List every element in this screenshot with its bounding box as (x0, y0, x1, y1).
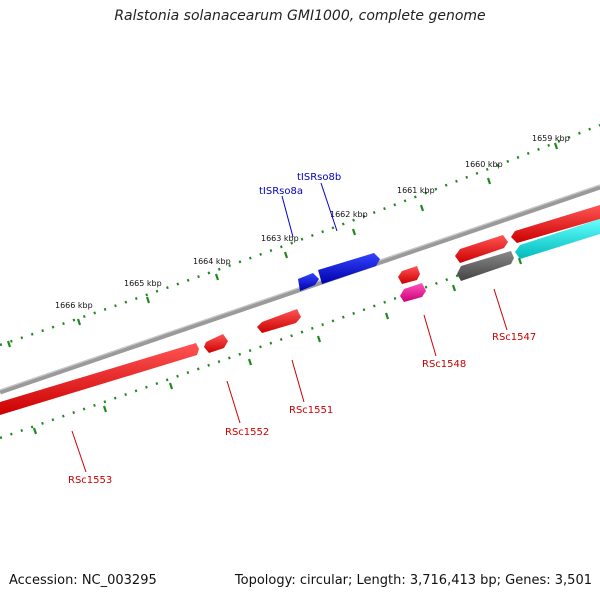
feature-RSc1552[interactable] (204, 334, 228, 353)
feature-RSc1551[interactable] (257, 309, 301, 333)
label-RSc1551: RSc1551 (289, 405, 333, 416)
ruler-label-1661: 1661 kbp (397, 186, 435, 195)
callout-lines (71, 182, 508, 473)
label-RSc1552: RSc1552 (225, 427, 269, 438)
label-RSc1548: RSc1548 (422, 359, 466, 370)
label-tISRso8a: tISRso8a (259, 186, 303, 197)
feature-tISRso8b[interactable] (318, 253, 380, 284)
feature-gray[interactable] (457, 251, 514, 281)
ruler-label-1660: 1660 kbp (465, 160, 503, 169)
label-RSc1547: RSc1547 (492, 332, 536, 343)
feature-tISRso8a[interactable] (298, 273, 319, 291)
ruler-track-outer (0, 123, 600, 347)
feature-RSc1548[interactable] (398, 266, 420, 284)
ruler-label-1662: 1662 kbp (330, 210, 368, 219)
map-title: Ralstonia solanacearum GMI1000, complete… (114, 8, 486, 24)
label-tISRso8b: tISRso8b (297, 172, 341, 183)
feature-red-right[interactable] (511, 205, 600, 243)
ruler-major-ticks (6, 142, 559, 348)
ruler-label-1666: 1666 kbp (55, 301, 93, 310)
ruler-label-1664: 1664 kbp (193, 257, 231, 266)
label-RSc1553: RSc1553 (68, 475, 112, 486)
ruler-label-1663: 1663 kbp (261, 234, 299, 243)
accession-label: Accession: NC_003295 (9, 573, 157, 588)
feature-pink[interactable] (400, 283, 426, 302)
ruler-track-inner (0, 221, 600, 440)
genome-summary-label: Topology: circular; Length: 3,716,413 bp… (234, 573, 592, 588)
ruler-label-1665: 1665 kbp (124, 279, 162, 288)
feature-cyan[interactable] (515, 219, 600, 259)
feature-RSc1553[interactable] (0, 343, 199, 415)
feature-RSc1547[interactable] (455, 235, 508, 263)
ruler-label-1659: 1659 kbp (532, 134, 570, 143)
